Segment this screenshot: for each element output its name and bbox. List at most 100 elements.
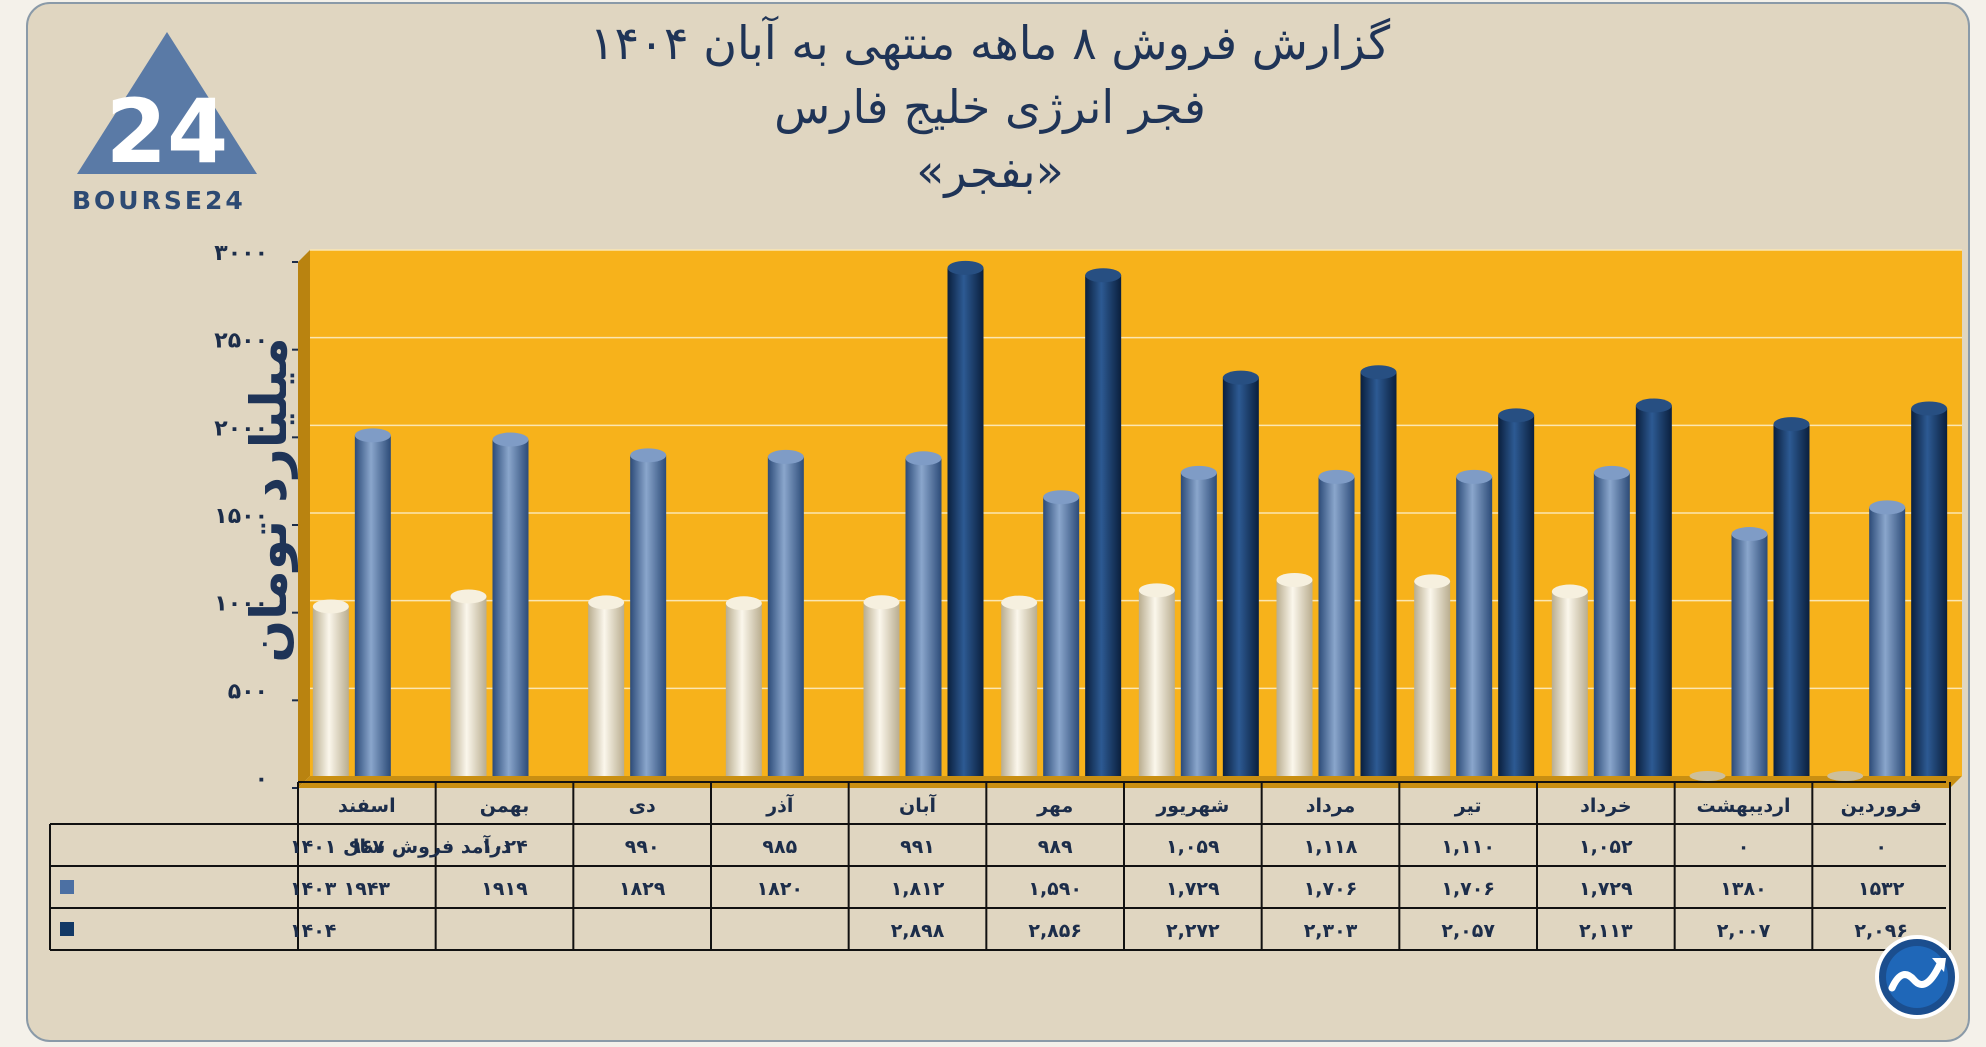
data-cell-value: ۰ [1738, 836, 1750, 858]
x-category-label: دی [629, 795, 656, 817]
bar [1456, 476, 1493, 776]
data-cell-value: ۱۸۲۹ [619, 878, 666, 900]
bar [725, 603, 762, 776]
y-tick-label: ۲۵۰۰ [214, 329, 268, 354]
bourse24-logo-icon: 24 [77, 32, 257, 183]
y-tick-label: ۰ [255, 767, 268, 792]
data-cell-value: ۱,۷۰۶ [1304, 878, 1358, 900]
bar-top [863, 595, 900, 610]
data-cell-value: ۹۹۰ [625, 836, 660, 858]
data-cell-value: ۱,۰۵۹ [1166, 836, 1220, 858]
bar [1414, 581, 1451, 776]
series-label: ۱۴۰۴ [290, 920, 336, 942]
bar-top [630, 448, 667, 463]
logo-mark: 24 [106, 80, 228, 183]
data-cell-value: ۲,۸۹۸ [891, 920, 945, 942]
bar-top [1360, 365, 1397, 380]
bar-top [1593, 465, 1630, 480]
bar-top [1456, 469, 1493, 484]
bar [1593, 472, 1630, 776]
bar [1138, 590, 1175, 776]
bar [947, 267, 984, 776]
bar [1085, 275, 1122, 776]
bar-top [1222, 370, 1259, 385]
chart-title: گزارش فروش ۸ ماهه منتهی به آبان ۱۴۰۴ [589, 16, 1391, 70]
bar-top [1869, 500, 1906, 515]
bar [1773, 424, 1810, 776]
data-cell-value: ۱,۸۱۲ [891, 878, 945, 900]
y-tick-label: ۱۰۰۰ [214, 592, 268, 617]
x-category-label: مهر [1036, 795, 1073, 817]
x-category-label: آذر [765, 793, 794, 817]
bar-top [492, 432, 529, 447]
ticker-symbol: «بفجر» [916, 144, 1064, 198]
x-category-label: مرداد [1306, 795, 1356, 817]
bar [354, 435, 391, 776]
bar-zero [1689, 771, 1726, 781]
bar-top [767, 449, 804, 464]
data-cell-value: ۲,۱۱۳ [1579, 920, 1633, 942]
bar-zero [1827, 771, 1864, 781]
data-cell-value: ۱,۷۲۹ [1579, 878, 1633, 900]
data-cell-value: ۲,۲۷۲ [1166, 920, 1220, 942]
data-cell-value: ۱۰۲۴ [481, 836, 527, 858]
bar-top [905, 451, 942, 466]
bar [1318, 476, 1355, 776]
bar [863, 602, 900, 776]
y-tick-label: ۱۵۰۰ [214, 504, 268, 529]
data-cell-value: ۰ [1875, 836, 1887, 858]
data-cell-value: ۲,۳۰۳ [1304, 920, 1358, 942]
bar [1635, 405, 1672, 776]
bar [1498, 415, 1535, 776]
bar-top [450, 589, 487, 604]
trend-arrow-icon[interactable] [1874, 934, 1960, 1020]
bar [312, 606, 349, 776]
y-tick-label: ۲۰۰۰ [214, 416, 268, 441]
bar-top [354, 428, 391, 443]
data-cell-value: ۱۸۲۰ [757, 878, 803, 900]
data-cell-value: ۲,۰۰۷ [1717, 920, 1771, 942]
logo-wordmark: BOURSE24 [72, 186, 246, 215]
bar-top [588, 595, 625, 610]
bar-top [1180, 465, 1217, 480]
data-cell-value: ۱۵۳۲ [1858, 878, 1905, 900]
y-tick-label: ۳۰۰۰ [214, 241, 268, 266]
bar-top [1318, 469, 1355, 484]
bar [492, 439, 529, 776]
legend-swatch [60, 922, 74, 936]
bar-top [1085, 268, 1122, 283]
series-label: درآمد فروش سال ۱۴۰۱ [290, 834, 511, 858]
bar [1731, 534, 1768, 776]
bar-top [312, 599, 349, 614]
data-cell-value: ۹۶۷ [349, 836, 384, 858]
bar-top [725, 596, 762, 611]
bar-top [1043, 490, 1080, 505]
x-category-label: خرداد [1580, 795, 1632, 817]
bar [450, 596, 487, 776]
bar [1180, 472, 1217, 776]
x-category-label: شهریور [1155, 795, 1229, 817]
data-cell-value: ۱۳۸۰ [1720, 878, 1766, 900]
bar [588, 602, 625, 776]
data-cell-value: ۱۹۱۹ [481, 878, 528, 900]
x-category-label: بهمن [480, 795, 530, 817]
data-cell-value: ۹۹۱ [900, 836, 935, 858]
bar [1360, 372, 1397, 776]
bar [1869, 507, 1906, 776]
x-category-label: تیر [1454, 795, 1482, 817]
data-cell-value: ۱,۵۹۰ [1028, 878, 1082, 900]
plot-side-wall [298, 250, 310, 788]
bar-top [1773, 417, 1810, 432]
data-cell-value: ۲,۸۵۶ [1028, 920, 1082, 942]
data-cell-value: ۱,۰۵۲ [1579, 836, 1633, 858]
x-category-label: آبان [899, 793, 936, 817]
data-cell-value: ۱,۱۱۰ [1441, 836, 1495, 858]
data-cell-value: ۲,۰۹۶ [1854, 920, 1908, 942]
bar [1551, 591, 1588, 776]
bar [1001, 602, 1038, 776]
series-label: ۱۴۰۳ [290, 878, 337, 900]
bar [1911, 408, 1948, 776]
bar-top [1498, 408, 1535, 423]
bar-top [1414, 574, 1451, 589]
